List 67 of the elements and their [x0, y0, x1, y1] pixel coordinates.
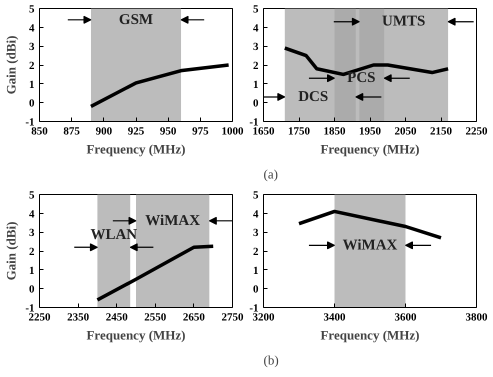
y-tick-label: 0: [253, 284, 259, 296]
band-label: GSM: [118, 12, 154, 28]
y-tick-label: 1: [253, 78, 258, 91]
x-tick-label: 3800: [466, 312, 488, 324]
x-tick-label: 2250: [466, 126, 488, 138]
x-tick-label: 2250: [28, 312, 51, 324]
x-tick-label: 3200: [252, 312, 275, 324]
band-label: PCS: [347, 70, 376, 86]
y-tick-label: 4: [29, 208, 35, 220]
x-tick-label: 1850: [324, 126, 346, 138]
y-tick-label: 5: [29, 4, 35, 16]
x-tick-label: 2750: [222, 312, 244, 324]
band-label: DCS: [298, 88, 328, 105]
text: (b): [264, 352, 279, 368]
y-tick-label: 5: [253, 190, 259, 202]
y-tick-label: 2: [253, 60, 259, 72]
x-tick-label: 3400: [324, 312, 346, 324]
x-tick-label: 1950: [359, 126, 382, 138]
y-tick-label: 3: [29, 227, 35, 240]
y-tick-label: 4: [253, 208, 259, 220]
band-label: UMTS: [382, 14, 426, 30]
band-label: WiMAX: [145, 212, 200, 229]
x-tick-label: 2450: [106, 312, 128, 324]
y-tick-label: -1: [25, 302, 35, 314]
y-tick-label: 1: [29, 264, 34, 277]
x-axis-title: Frequency (MHz): [320, 142, 420, 156]
x-axis-title: Frequency (MHz): [86, 142, 186, 156]
x-tick-label: 875: [63, 126, 80, 138]
y-axis-title: Gain (dBi): [3, 222, 18, 280]
y-axis-title: Gain (dBi): [3, 36, 18, 94]
y-tick-label: 0: [29, 284, 35, 296]
x-tick-label: 1750: [288, 126, 310, 138]
band-label: WiMAX: [342, 237, 398, 254]
y-tick-label: 0: [29, 98, 35, 110]
x-tick-label: 2350: [67, 312, 90, 324]
y-tick-label: -1: [25, 116, 35, 128]
y-tick-label: -1: [249, 116, 259, 128]
y-tick-label: 1: [253, 264, 258, 277]
y-tick-label: 0: [253, 98, 259, 110]
y-tick-label: 1: [29, 78, 34, 91]
band-label: WLAN: [90, 227, 138, 244]
x-tick-label: 2550: [144, 312, 167, 324]
x-tick-label: 2150: [430, 126, 452, 138]
y-tick-label: 3: [253, 41, 259, 54]
x-tick-label: 2650: [182, 312, 206, 324]
x-tick-label: 1000: [222, 126, 244, 138]
y-tick-label: 3: [29, 41, 35, 54]
y-tick-label: 5: [253, 4, 259, 16]
x-axis-title: Frequency (MHz): [86, 328, 186, 342]
x-tick-label: 3600: [394, 312, 417, 324]
y-tick-label: 4: [29, 22, 35, 34]
x-tick-label: 950: [160, 126, 177, 138]
y-tick-label: -1: [249, 302, 259, 314]
x-tick-label: 2050: [394, 126, 417, 138]
x-tick-label: 925: [128, 126, 145, 138]
y-tick-label: 5: [29, 190, 35, 202]
x-tick-label: 975: [192, 126, 210, 138]
y-tick-label: 2: [29, 60, 35, 72]
y-tick-label: 2: [253, 246, 259, 258]
y-tick-label: 2: [29, 246, 35, 258]
text: (a): [264, 166, 278, 182]
x-tick-label: 850: [31, 126, 48, 138]
y-tick-label: 3: [253, 227, 259, 240]
x-axis-title: Frequency (MHz): [320, 328, 420, 342]
x-tick-label: 1650: [252, 126, 275, 138]
y-tick-label: 4: [253, 22, 259, 34]
x-tick-label: 900: [96, 126, 113, 138]
